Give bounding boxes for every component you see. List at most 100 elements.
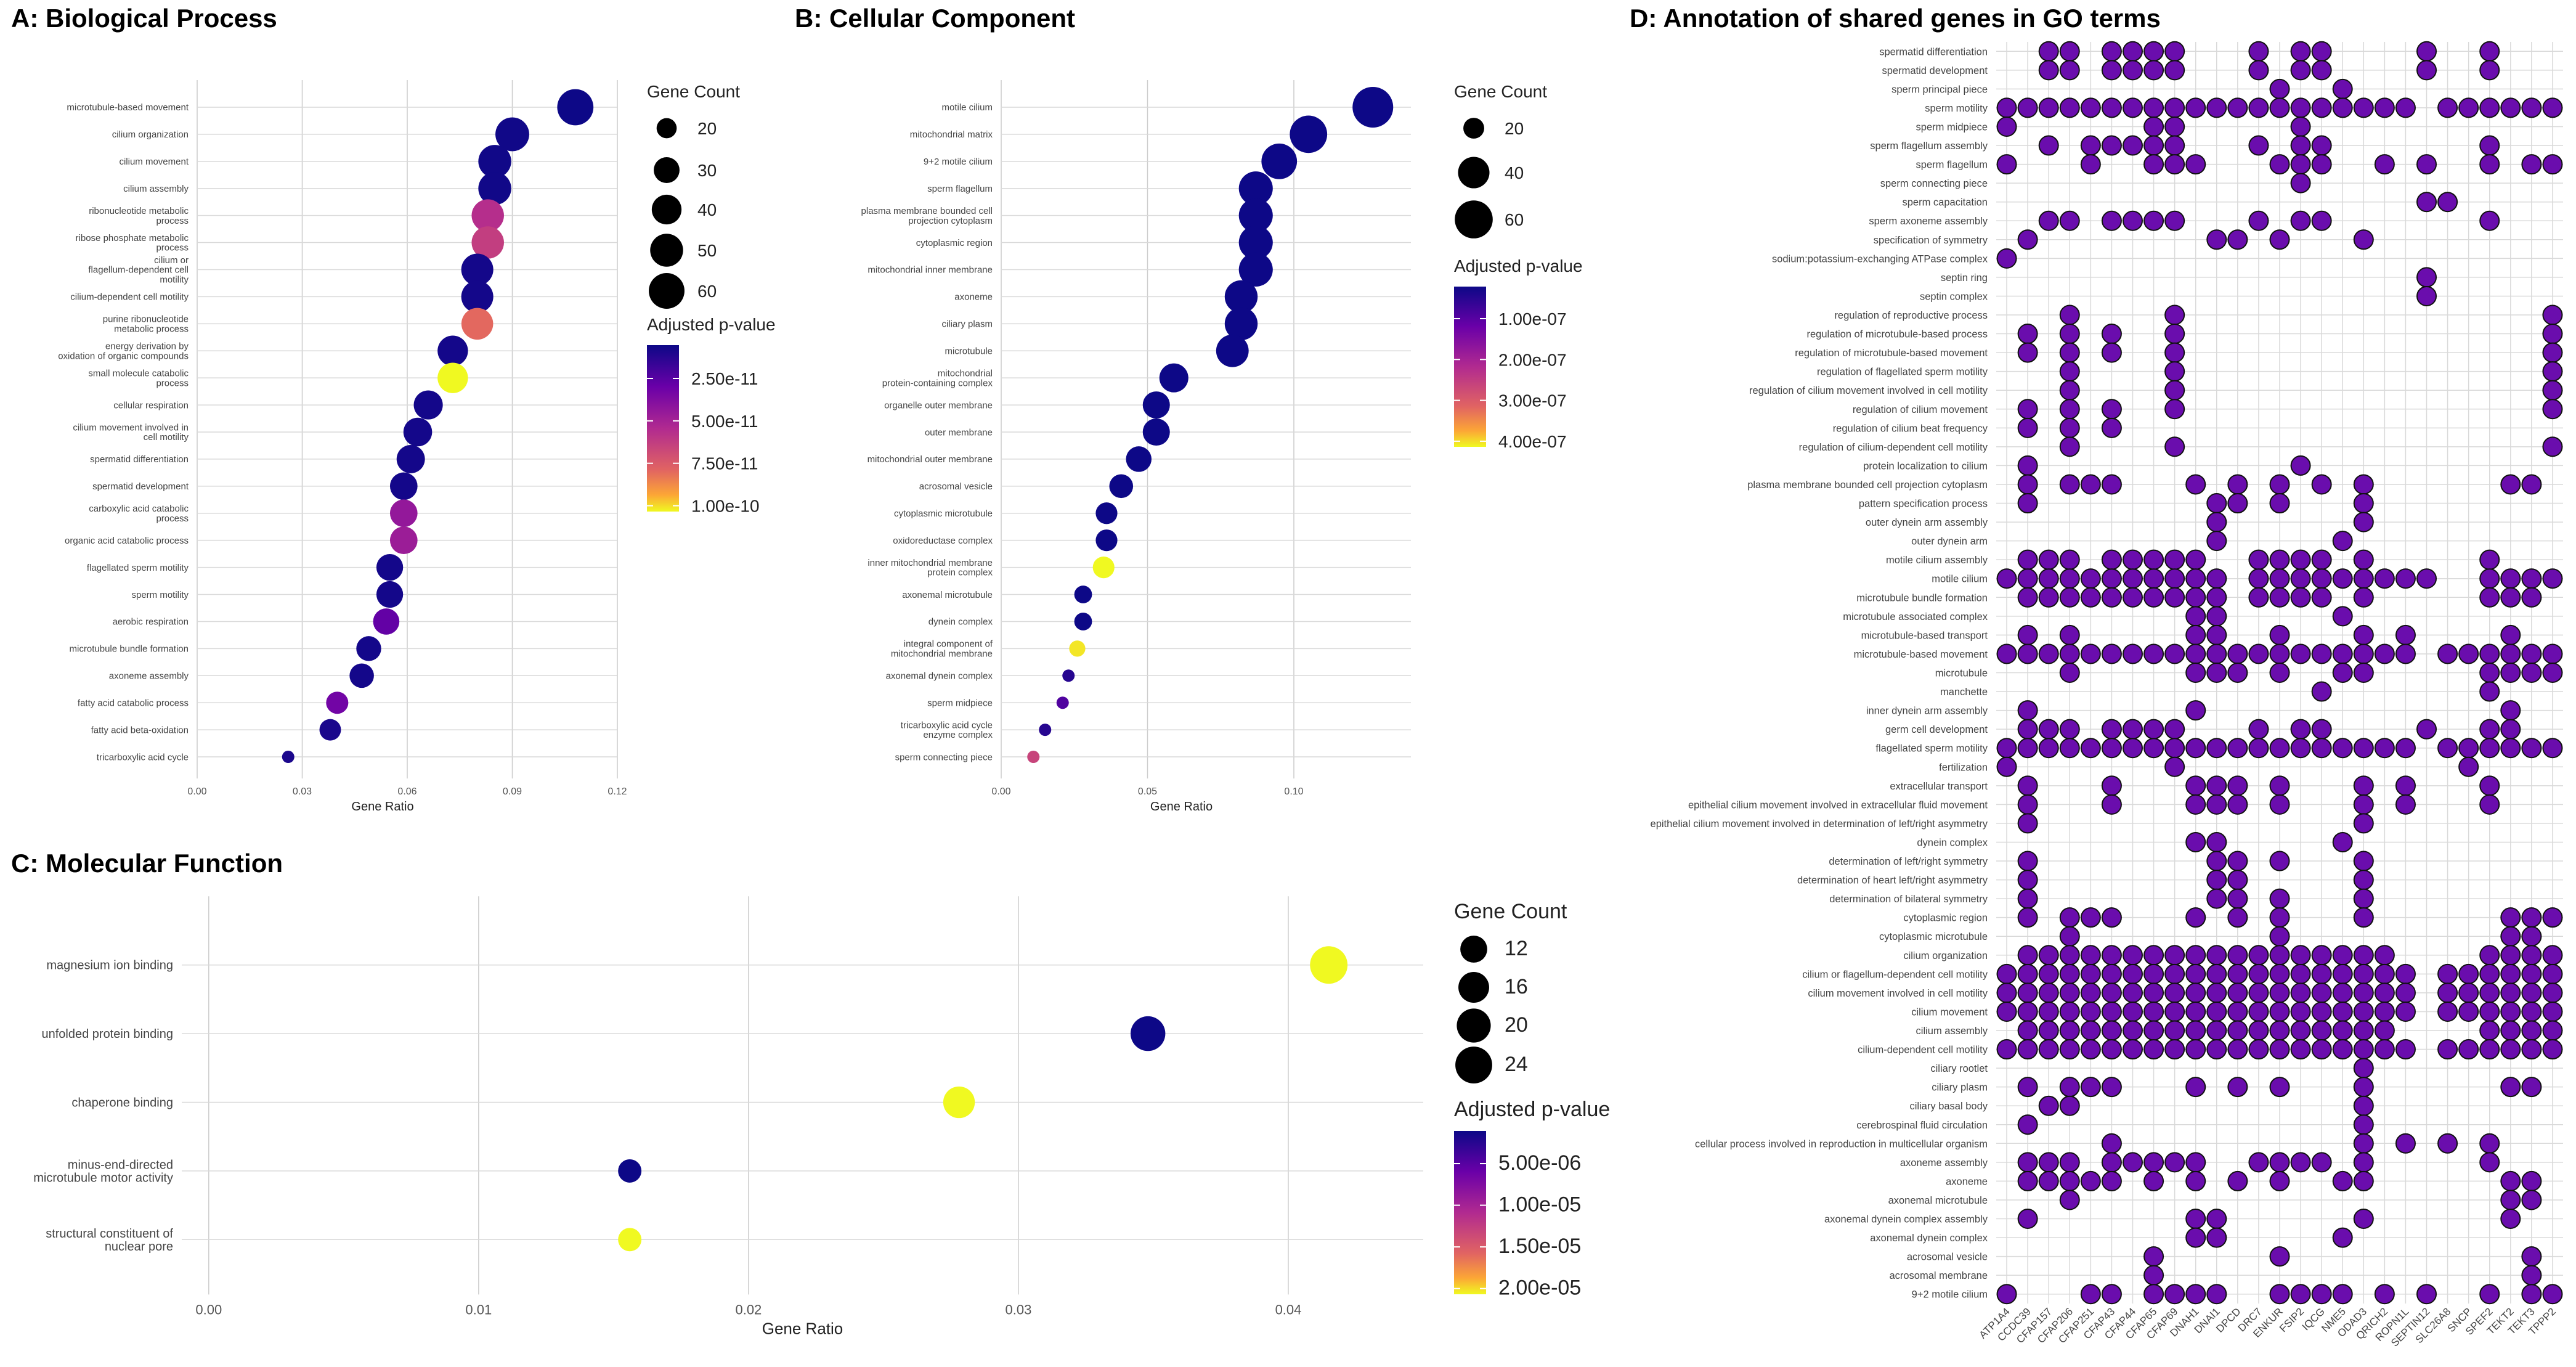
matrix-dot: [2374, 643, 2395, 664]
y-tick-label: mitochondrial inner membrane: [867, 265, 993, 275]
data-point: [403, 417, 433, 447]
matrix-dot: [2101, 549, 2122, 570]
matrix-dot: [2164, 380, 2185, 401]
matrix-dot: [2500, 1077, 2521, 1098]
matrix-dot: [2080, 1001, 2101, 1022]
y-tick-label: motile cilium: [941, 102, 993, 113]
matrix-dot: [2059, 1001, 2080, 1022]
x-tick-label: 0.04: [1275, 1302, 1302, 1317]
matrix-dot: [2479, 568, 2500, 589]
go-term-label: microtubule associated complex: [1843, 611, 1988, 622]
x-tick-label: 0.01: [465, 1302, 492, 1317]
matrix-dot: [2227, 229, 2248, 250]
data-point: [356, 636, 381, 661]
matrix-dot: [2101, 210, 2122, 231]
matrix-dot: [2164, 436, 2185, 457]
matrix-dot: [2122, 1039, 2143, 1060]
matrix-dot: [2017, 624, 2038, 645]
matrix-dot: [2206, 1039, 2227, 1060]
matrix-dot: [2542, 945, 2563, 966]
matrix-dot: [2269, 738, 2290, 759]
matrix-dot: [2353, 1039, 2374, 1060]
y-tick-label: cilium assembly: [123, 184, 189, 194]
x-tick-label: 0.00: [991, 786, 1010, 797]
matrix-dot: [1996, 756, 2017, 777]
matrix-dot: [2248, 738, 2269, 759]
matrix-dot: [2353, 1133, 2374, 1154]
size-legend-title: Gene Count: [647, 82, 740, 101]
matrix-dot: [2479, 210, 2500, 231]
matrix-dot: [2332, 945, 2353, 966]
matrix-dot: [2017, 775, 2038, 796]
matrix-dot: [2101, 399, 2122, 420]
matrix-dot: [2017, 1152, 2038, 1173]
matrix-dot: [2038, 719, 2059, 740]
matrix-dot: [2479, 97, 2500, 118]
go-term-label: acrosomal vesicle: [1907, 1252, 1988, 1263]
matrix-dot: [2101, 1039, 2122, 1060]
matrix-dot: [2038, 587, 2059, 608]
matrix-dot: [2542, 304, 2563, 325]
matrix-dot: [2038, 41, 2059, 62]
matrix-dot: [2206, 663, 2227, 683]
matrix-dot: [2164, 1284, 2185, 1305]
data-point: [1224, 280, 1258, 314]
matrix-dot: [2437, 1039, 2458, 1060]
matrix-dot: [2248, 60, 2269, 81]
matrix-dot: [2353, 587, 2374, 608]
matrix-dot: [2437, 1001, 2458, 1022]
panel-c-title: C: Molecular Function: [11, 849, 283, 878]
matrix-dot: [2206, 229, 2227, 250]
matrix-dot: [2458, 1039, 2479, 1060]
matrix-dot: [2017, 870, 2038, 891]
matrix-dot: [2227, 474, 2248, 495]
x-tick-label: 0.00: [187, 786, 206, 797]
go-term-label: microtubule-based movement: [1854, 649, 1988, 660]
size-legend-key: [1458, 157, 1490, 189]
matrix-dot: [2017, 324, 2038, 345]
matrix-dot: [2374, 97, 2395, 118]
matrix-dot: [2164, 982, 2185, 1003]
matrix-dot: [2164, 719, 2185, 740]
matrix-dot: [2185, 97, 2206, 118]
matrix-dot: [2542, 324, 2563, 345]
matrix-dot: [2311, 1152, 2332, 1173]
matrix-dot: [2269, 624, 2290, 645]
data-point: [1142, 418, 1170, 446]
matrix-dot: [2122, 945, 2143, 966]
matrix-dot: [2290, 60, 2311, 81]
matrix-dot: [2017, 982, 2038, 1003]
matrix-dot: [2332, 1170, 2353, 1191]
color-legend-label: 7.50e-11: [691, 454, 758, 473]
matrix-dot: [2353, 907, 2374, 928]
matrix-dot: [2290, 455, 2311, 476]
matrix-dot: [2164, 549, 2185, 570]
y-tick-label: unfolded protein binding: [41, 1027, 173, 1041]
matrix-dot: [2458, 982, 2479, 1003]
matrix-dot: [1996, 568, 2017, 589]
matrix-dot: [2311, 1284, 2332, 1305]
matrix-dot: [2227, 907, 2248, 928]
matrix-dot: [2332, 97, 2353, 118]
data-point: [389, 472, 418, 500]
matrix-dot: [2206, 831, 2227, 852]
matrix-dot: [2122, 738, 2143, 759]
matrix-dot: [2374, 1039, 2395, 1060]
matrix-dot: [2101, 587, 2122, 608]
y-tick-label: mitochondrial outer membrane: [867, 454, 993, 465]
matrix-dot: [2374, 963, 2395, 984]
matrix-dot: [2290, 982, 2311, 1003]
matrix-dot: [2227, 1020, 2248, 1041]
size-legend-title: Gene Count: [1454, 82, 1547, 101]
matrix-dot: [2269, 1077, 2290, 1098]
go-term-label: sperm axoneme assembly: [1869, 216, 1988, 227]
go-term-label: motile cilium: [1932, 574, 1988, 585]
matrix-dot: [2164, 60, 2185, 81]
go-term-label: septin complex: [1920, 291, 1988, 302]
data-point: [319, 719, 341, 741]
matrix-dot: [2290, 719, 2311, 740]
matrix-dot: [2269, 663, 2290, 683]
matrix-dot: [2353, 963, 2374, 984]
y-tick-label: mitochondrial protein-containing complex: [882, 369, 993, 389]
matrix-dot: [2290, 173, 2311, 194]
